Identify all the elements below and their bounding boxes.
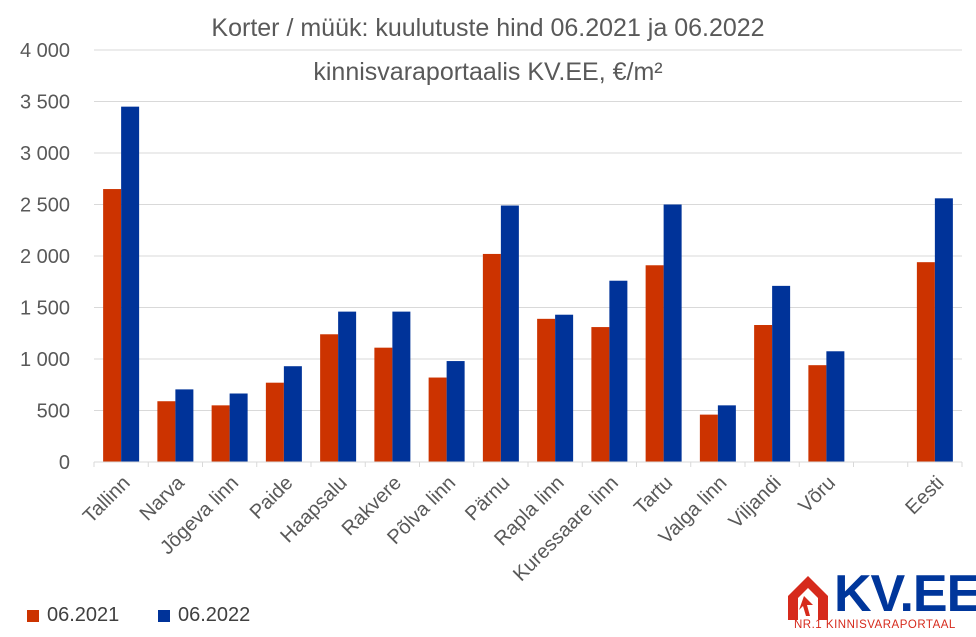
bar-06.2021	[808, 365, 827, 462]
bar-06.2021	[428, 377, 447, 462]
bar-06.2022	[229, 393, 248, 462]
bar-06.2022	[772, 285, 791, 462]
bar-06.2022	[121, 106, 140, 463]
y-tick-label: 1 500	[20, 298, 70, 320]
bar-06.2022	[826, 351, 845, 462]
bar-06.2022	[392, 311, 411, 462]
bar-06.2022	[283, 366, 302, 462]
y-tick-label: 3 000	[20, 143, 70, 165]
bar-06.2022	[338, 311, 357, 462]
legend-label-2022: 06.2022	[178, 604, 251, 626]
bar-06.2021	[591, 327, 610, 462]
y-tick-label: 3 500	[20, 92, 70, 114]
logo-text: KV.EE	[834, 565, 976, 623]
chart-title: Korter / müük: kuulutuste hind 06.2021 j…	[211, 14, 765, 42]
bar-06.2021	[645, 265, 664, 462]
bar-06.2021	[211, 405, 230, 462]
kv-ee-logo: KV.EE NR.1 KINNISVARAPORTAAL	[786, 565, 976, 636]
y-tick-label: 2 500	[20, 195, 70, 217]
bar-06.2021	[699, 414, 718, 462]
bar-06.2022	[663, 204, 682, 462]
bar-06.2022	[555, 314, 574, 462]
y-tick-label: 1 000	[20, 349, 70, 371]
bar-06.2021	[537, 318, 556, 462]
x-tick-label: Viljandi	[725, 472, 786, 533]
bar-06.2022	[500, 205, 519, 462]
y-tick-label: 500	[37, 401, 70, 423]
bar-06.2021	[374, 347, 393, 462]
bar-06.2021	[157, 401, 176, 462]
bar-06.2022	[175, 389, 194, 462]
legend-label-2021: 06.2021	[47, 604, 120, 626]
bar-06.2021	[916, 262, 935, 462]
bar-06.2021	[103, 189, 122, 463]
x-tick-label: Tartu	[630, 472, 677, 519]
legend-item-2022: 06.2022	[158, 604, 250, 627]
y-tick-label: 0	[59, 452, 70, 474]
x-tick-label: Paide	[246, 472, 298, 524]
x-tick-label: Võru	[794, 472, 839, 517]
chart-subtitle: kinnisvaraportaalis KV.EE, €/m²	[313, 58, 663, 86]
x-tick-label: Tallinn	[79, 472, 135, 528]
y-tick-label: 2 000	[20, 246, 70, 268]
bar-06.2022	[934, 198, 953, 462]
bar-06.2021	[482, 253, 501, 462]
bar-06.2021	[754, 325, 773, 462]
bar-06.2022	[446, 361, 465, 462]
x-tick-label: Eesti	[901, 472, 948, 519]
bar-06.2021	[320, 334, 339, 462]
bar-06.2022	[609, 280, 628, 462]
legend-swatch-2022	[158, 609, 170, 622]
logo-tagline: NR.1 KINNISVARAPORTAAL	[794, 619, 956, 631]
legend-swatch-2021	[27, 609, 39, 622]
y-tick-label: 4 000	[20, 40, 70, 62]
legend-item-2021: 06.2021	[27, 604, 119, 627]
bar-06.2021	[265, 382, 284, 462]
bar-06.2022	[717, 405, 736, 462]
house-icon	[788, 576, 828, 620]
